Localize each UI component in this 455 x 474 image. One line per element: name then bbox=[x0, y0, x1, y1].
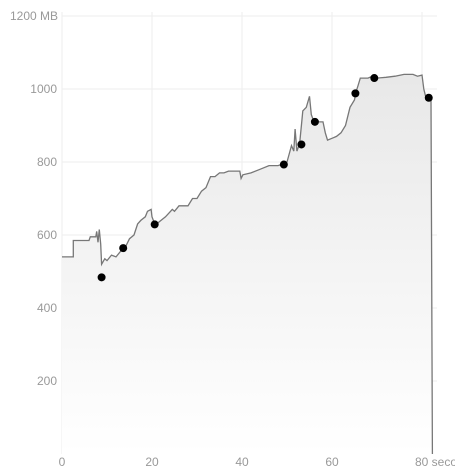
y-tick-label: 1200 MB bbox=[10, 9, 58, 23]
gc-marker bbox=[119, 244, 128, 253]
y-tick-label: 800 bbox=[37, 155, 57, 169]
gc-marker bbox=[150, 220, 159, 229]
y-tick-label: 400 bbox=[37, 301, 57, 315]
gc-marker bbox=[279, 160, 288, 169]
gc-marker bbox=[310, 117, 319, 126]
y-axis-ticks: 200 400 600 800 1000 1200 MB bbox=[10, 9, 58, 388]
x-tick-label: 80 seconds bbox=[415, 455, 455, 469]
x-tick-label: 20 bbox=[145, 455, 159, 469]
y-tick-label: 600 bbox=[37, 228, 57, 242]
gc-markers bbox=[97, 74, 433, 282]
memory-line bbox=[62, 73, 434, 455]
x-tick-label: 60 bbox=[325, 455, 339, 469]
gc-marker bbox=[351, 89, 360, 98]
y-tick-label: 200 bbox=[37, 374, 57, 388]
x-axis-ticks: 0 20 40 60 80 seconds bbox=[59, 455, 455, 469]
y-tick-label: 1000 bbox=[30, 82, 57, 96]
memory-area bbox=[62, 74, 433, 455]
gc-marker bbox=[370, 74, 379, 83]
gc-marker bbox=[424, 93, 433, 102]
gc-marker bbox=[297, 140, 306, 149]
x-tick-label: 0 bbox=[59, 455, 66, 469]
x-tick-label: 40 bbox=[235, 455, 249, 469]
gc-marker bbox=[97, 273, 106, 282]
